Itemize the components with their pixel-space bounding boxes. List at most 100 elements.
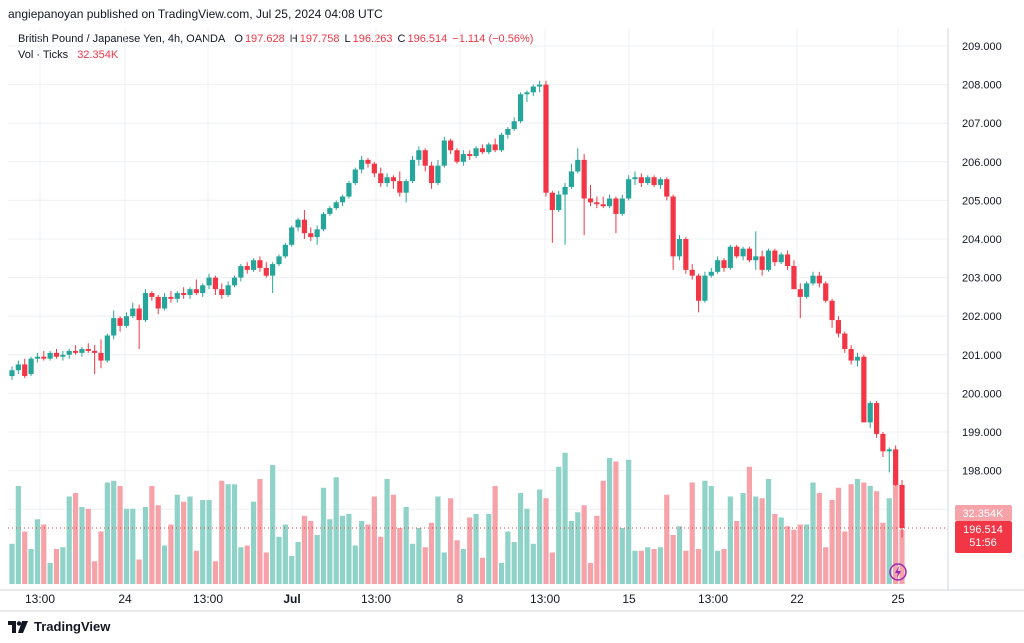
candle-body [861,356,867,423]
volume-bar [308,521,314,584]
volume-bar [842,531,848,584]
volume-bar [899,529,905,584]
candle-body [606,198,613,207]
high-label: H [289,33,298,45]
candle-body [123,316,130,326]
volume-bar [645,547,651,584]
volume-bar [568,521,575,584]
volume-bar [136,559,142,584]
candle-body [270,264,276,276]
volume-bar [282,524,288,584]
legend-volume: Vol · Ticks 32.354K [18,49,120,61]
volume-bar [797,524,803,584]
candle-body [899,484,905,528]
candle-body [85,349,91,351]
candle-body [670,196,676,257]
volume-bar [270,465,276,584]
volume-bar [231,484,238,584]
x-tick-label: 15 [622,592,636,606]
candle-body [327,208,333,214]
candle-body [378,173,384,184]
candle-body [873,403,880,434]
volume-bar [314,535,320,584]
volume-bar [60,547,66,584]
volume-bar [142,507,149,584]
volume-bar [454,540,460,584]
volume-bar [238,547,244,584]
candle-body [282,244,288,257]
candle-body [193,289,199,294]
candle-body [66,350,72,355]
volume-bar [727,496,733,584]
volume-bar [390,494,397,584]
volume-bar [670,535,676,584]
candle-body [804,283,810,297]
volume-bar [130,508,136,584]
candle-body [422,150,428,166]
volume-bar [556,466,562,584]
volume-bar [333,477,339,584]
x-tick-label: 13:00 [25,592,55,606]
volume-bar [28,549,34,584]
volume-bar [740,493,746,584]
volume-bar [397,528,403,584]
volume-bar [212,561,219,584]
volume-bar [441,552,447,584]
close-label: C [397,33,406,45]
candle-body [772,250,778,263]
symbol-name[interactable]: British Pound / Japanese Yen, 4h, OANDA [18,33,226,45]
volume-bar [886,498,892,584]
volume-bar [530,543,536,584]
volume-bar [505,531,511,584]
volume-bar [746,466,753,584]
volume-bar [365,524,371,584]
candle-body [848,349,854,361]
open-value: 197.628 [244,33,285,45]
x-tick-label: 13:00 [193,592,223,606]
volume-bar [498,563,505,584]
volume-bar [784,526,791,584]
candle-body [460,154,466,162]
candle-body [835,320,842,334]
candle-body [181,293,187,295]
x-tick-label: 13:00 [361,592,391,606]
candle-body [505,128,511,135]
candle-body [829,300,835,321]
candle-body [587,198,594,203]
volume-bar [753,496,759,584]
candle-body [511,121,517,129]
volume-bar [409,543,416,584]
candle-body [92,350,98,353]
candle-body [365,159,371,164]
candle-body [880,433,886,452]
volume-bar [543,498,549,584]
volume-bar [41,524,47,584]
volume-bar [460,549,466,584]
volume-bar [174,494,180,584]
candle-body [645,177,651,184]
candle-body [219,289,225,295]
x-tick-label: Jul [283,592,300,606]
volume-label[interactable]: Vol · Ticks [18,49,69,61]
volume-bar [676,526,683,584]
candle-body [651,177,657,185]
volume-bar [327,519,333,584]
candle-body [320,213,327,230]
volume-bar [626,459,632,584]
candle-body [397,181,403,193]
candle-body [727,246,733,268]
volume-bar [880,522,886,584]
candle-body [130,308,136,317]
y-tick-label: 209.000 [962,41,1002,53]
volume-bar [53,549,60,584]
close-value: 196.514 [407,33,448,45]
volume-bar [810,482,816,584]
candle-body [683,239,689,270]
volume-bar [295,542,301,584]
volume-bar [715,550,721,584]
x-tick-label: 13:00 [698,592,728,606]
volume-bar [861,482,867,584]
y-tick-label: 202.000 [962,311,1002,323]
candle-body [346,183,352,197]
